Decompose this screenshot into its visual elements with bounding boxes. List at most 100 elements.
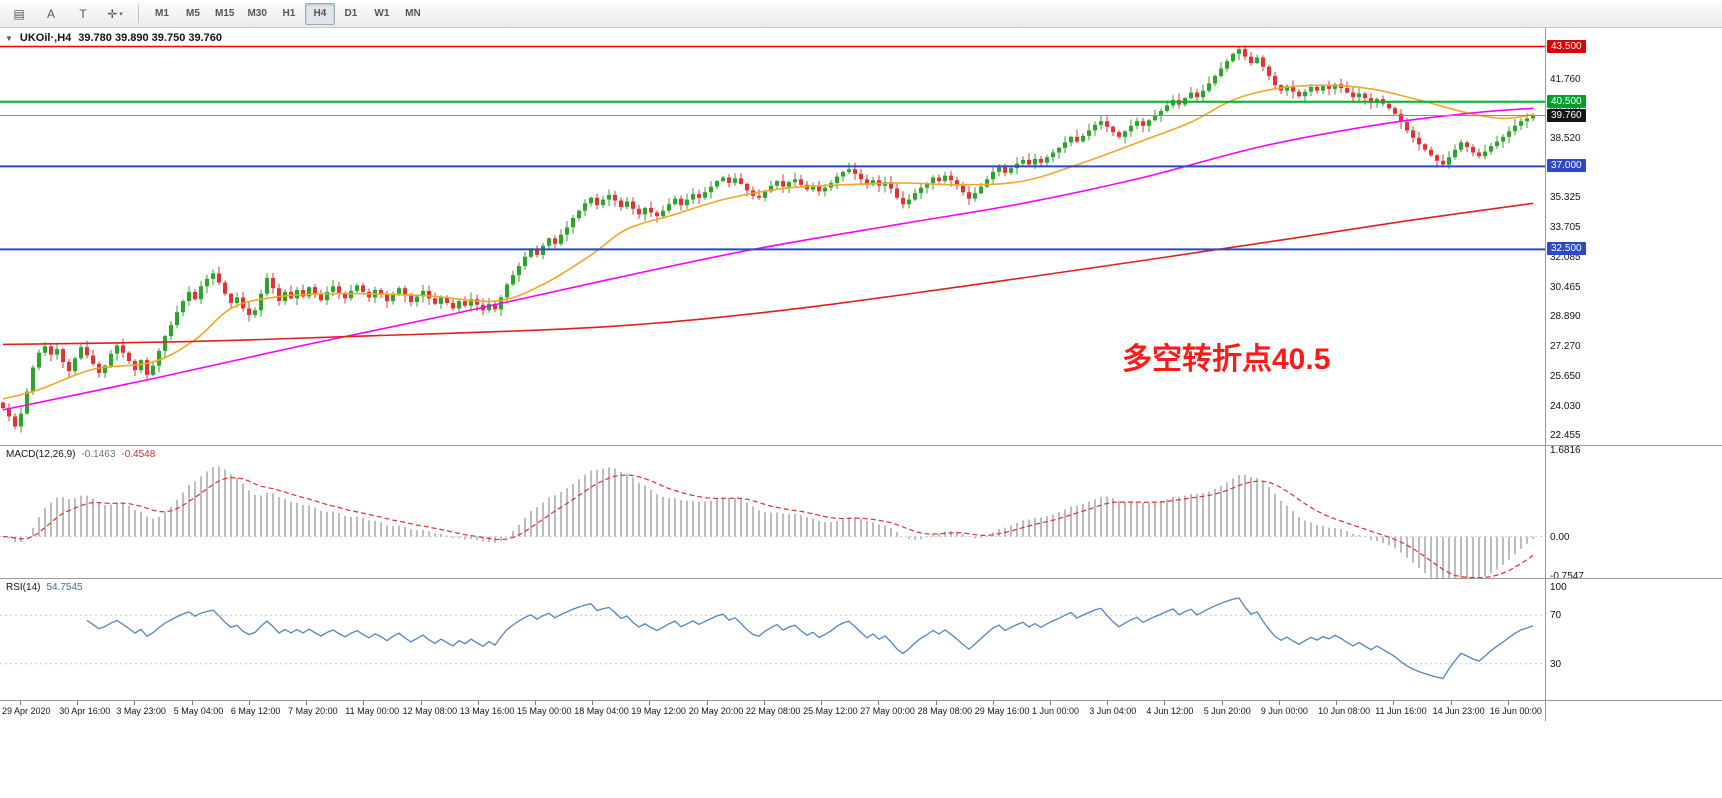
axis-label: 38.520 [1550,133,1581,145]
time-tick [821,701,823,705]
time-tick [20,701,21,705]
axis-label: 30.465 [1550,282,1581,293]
time-axis[interactable]: 29 Apr 2020 30 Apr 16:00 3 May 23:00 5 May … [0,700,1545,722]
panel-divider[interactable] [0,578,1722,579]
macd-label: MACD(12,26,9) -0.1463 -0.4548 [6,449,155,460]
time-tick [706,701,708,705]
toolbar-separator [138,4,139,23]
time-label: 14 Jun 23:00 [1432,706,1485,716]
main-chart-panel[interactable]: ▼ UKOil·,H4 39.780 39.890 39.750 39.760 … [0,28,1545,445]
timeframe-m1-button[interactable]: M1 [155,8,169,19]
timeframe-h4-button[interactable]: H4 [304,2,335,25]
time-label: 29 Apr 2020 [2,706,51,716]
panel-divider[interactable] [0,445,1722,446]
axis-label: 70 [1550,610,1562,622]
time-tick [191,701,193,705]
time-label: 25 May 12:00 [803,706,858,716]
axis-label: 30 [1550,658,1562,670]
time-label: 30 Apr 16:00 [59,706,111,716]
time-label: 11 May 00:00 [345,706,400,716]
macd-panel[interactable]: MACD(12,26,9) -0.1463 -0.4548 [0,446,1545,578]
timeframe-m15-button[interactable]: M15 [215,8,235,19]
chart-annotation-text: 多空转折点40.5 [1122,343,1331,376]
time-tick [992,701,994,705]
macd-main-value: -0.1463 [81,449,116,460]
time-label: 5 May 04:00 [173,706,224,716]
timeframe-m30-button[interactable]: M30 [247,8,267,19]
time-tick [77,701,79,705]
time-tick [1278,701,1280,705]
time-label: 22 May 08:00 [745,706,801,716]
time-label: 4 Jun 12:00 [1146,706,1194,716]
time-label: 3 Jun 04:00 [1089,706,1137,716]
rsi-label: RSI(14) 54.7545 [6,582,83,593]
rsi-panel[interactable]: RSI(14) 54.7545 [0,579,1545,700]
price-badge: 37.000 [1547,159,1586,173]
time-tick [935,701,937,705]
timeframe-m5-button[interactable]: M5 [186,8,200,19]
axis-label: 100 [1550,582,1567,593]
axis-label: 22.455 [1550,429,1581,441]
time-tick [535,701,536,705]
time-tick [1050,701,1051,705]
ohlc-values: 39.780 39.890 39.750 39.760 [78,32,223,44]
price-badge: 32.500 [1547,242,1586,256]
time-label: 6 May 12:00 [230,706,281,716]
time-label: 5 Jun 20:00 [1203,706,1251,716]
time-label: 28 May 08:00 [917,706,973,716]
timeframe-h1-button[interactable]: H1 [282,8,296,19]
time-label: 11 Jun 16:00 [1375,706,1427,716]
timeframe-mn-button[interactable]: MN [405,8,421,19]
time-label: 16 Jun 00:00 [1489,706,1542,716]
time-tick [878,701,880,705]
template-tool-icon[interactable]: T [79,6,87,21]
timeframe-w1-button[interactable]: W1 [374,8,390,19]
axis-label: 27.270 [1550,340,1581,352]
timeframe-d1-button[interactable]: D1 [344,8,358,19]
axis-label: -0.7547 [1550,570,1584,582]
time-tick [248,701,250,705]
time-tick [1336,701,1338,705]
time-tick [134,701,136,705]
rsi-value: 54.7545 [46,582,83,593]
time-tick [1107,701,1109,705]
axis-label: 41.760 [1550,73,1581,85]
axis-label: 33.705 [1550,222,1581,234]
time-tick [649,701,651,705]
axis-label: 24.030 [1550,400,1581,412]
axis-label: 0.00 [1550,531,1570,543]
collapse-icon[interactable]: ▼ [5,33,13,43]
text-tool-icon[interactable]: A [46,6,55,21]
chart-title: ▼ UKOil·,H4 39.780 39.890 39.750 39.760 [5,32,222,44]
time-tick [306,701,308,705]
time-tick [363,701,365,705]
price-badge: 40.500 [1547,94,1586,108]
crosshair-tool-icon[interactable]: ✛ ▾ [107,6,123,21]
axis-label: 32.085 [1550,252,1581,264]
time-tick [477,701,479,705]
macd-chart[interactable] [0,446,1545,578]
time-label: 13 May 16:00 [459,706,515,716]
time-label: 18 May 04:00 [574,706,629,716]
time-label: 27 May 00:00 [860,706,915,716]
axis-label: 35.325 [1550,192,1581,204]
time-label: 20 May 20:00 [688,706,744,716]
chart-list-icon[interactable]: ▤ [13,6,25,21]
time-label: 7 May 20:00 [288,706,338,716]
dropdown-caret-icon[interactable]: ▾ [119,10,123,18]
symbol-period-label: UKOil·,H4 [19,32,72,44]
time-tick [1507,701,1509,705]
macd-name: MACD(12,26,9) [6,449,76,460]
time-tick [592,701,594,705]
time-tick [1164,701,1166,705]
time-label: 29 May 16:00 [974,706,1030,716]
time-tick [763,701,765,705]
axis-label: 25.650 [1550,370,1581,382]
rsi-name: RSI(14) [6,582,41,593]
candlestick-chart[interactable] [0,28,1545,445]
time-label: 10 Jun 08:00 [1318,706,1371,716]
rsi-chart[interactable] [0,579,1545,700]
time-tick [1221,701,1223,705]
price-axis[interactable]: 41.76040.14038.52035.32533.70532.08530.4… [1545,28,1722,721]
axis-label: 28.890 [1550,311,1581,322]
